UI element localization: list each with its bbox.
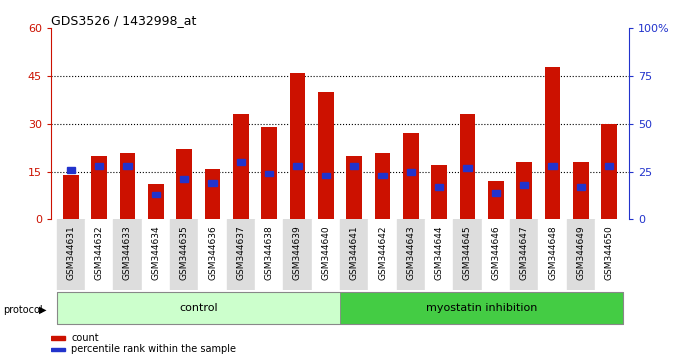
Bar	[595, 219, 624, 290]
Bar	[95, 163, 103, 169]
Bar	[170, 219, 199, 290]
Text: percentile rank within the sample: percentile rank within the sample	[71, 344, 236, 354]
Text: GSM344643: GSM344643	[407, 225, 415, 280]
Bar	[516, 162, 532, 219]
Bar	[205, 169, 220, 219]
Bar	[226, 219, 255, 290]
Text: GSM344634: GSM344634	[152, 225, 160, 280]
Bar	[566, 219, 595, 290]
Text: GSM344650: GSM344650	[605, 225, 613, 280]
Bar	[233, 114, 249, 219]
Text: GSM344642: GSM344642	[378, 225, 387, 280]
Bar	[293, 163, 302, 169]
Bar	[492, 190, 500, 195]
Bar	[425, 219, 454, 290]
Text: GSM344646: GSM344646	[492, 225, 500, 280]
Bar	[199, 219, 226, 290]
Bar	[265, 171, 273, 176]
Bar	[51, 336, 65, 340]
Text: GSM344635: GSM344635	[180, 225, 188, 280]
Text: GSM344638: GSM344638	[265, 225, 273, 280]
Text: GSM344649: GSM344649	[577, 225, 585, 280]
Bar	[396, 219, 425, 290]
Bar	[435, 184, 443, 190]
Text: GSM344632: GSM344632	[95, 225, 103, 280]
Text: GSM344641: GSM344641	[350, 225, 358, 280]
Bar	[573, 162, 589, 219]
Bar	[255, 219, 284, 290]
Text: GSM344633: GSM344633	[123, 225, 132, 280]
Bar	[340, 219, 369, 290]
Bar	[85, 219, 114, 290]
Bar	[520, 182, 528, 188]
Bar	[369, 219, 396, 290]
Bar	[350, 163, 358, 169]
Bar	[378, 173, 387, 178]
Bar	[548, 163, 557, 169]
Text: ▶: ▶	[39, 305, 47, 315]
Bar	[481, 219, 510, 290]
Bar	[148, 184, 164, 219]
Text: GSM344636: GSM344636	[208, 225, 217, 280]
Text: GSM344648: GSM344648	[548, 225, 557, 280]
Bar	[431, 165, 447, 219]
Text: GSM344637: GSM344637	[237, 225, 245, 280]
Bar	[407, 169, 415, 175]
Text: GSM344645: GSM344645	[463, 225, 472, 280]
Bar	[454, 219, 481, 290]
Bar	[460, 114, 475, 219]
Bar	[318, 92, 334, 219]
Bar	[346, 156, 362, 219]
Text: GSM344631: GSM344631	[67, 225, 75, 280]
Bar	[488, 181, 504, 219]
Bar	[180, 176, 188, 182]
Bar	[545, 67, 560, 219]
Bar	[120, 153, 135, 219]
Bar	[311, 219, 340, 290]
Text: myostatin inhibition: myostatin inhibition	[426, 303, 537, 313]
Bar	[601, 124, 617, 219]
Bar	[63, 175, 79, 219]
Bar	[237, 159, 245, 165]
Bar	[284, 219, 311, 290]
Text: GSM344644: GSM344644	[435, 225, 443, 280]
Bar	[322, 173, 330, 178]
Bar	[403, 133, 419, 219]
Bar	[261, 127, 277, 219]
Bar	[340, 292, 624, 324]
Bar	[605, 163, 613, 169]
Text: GSM344640: GSM344640	[322, 225, 330, 280]
Text: GSM344647: GSM344647	[520, 225, 528, 280]
Bar	[141, 219, 170, 290]
Bar	[577, 184, 585, 190]
Text: protocol: protocol	[3, 305, 43, 315]
Text: GSM344639: GSM344639	[293, 225, 302, 280]
Bar	[290, 73, 305, 219]
Bar	[67, 167, 75, 173]
Bar	[176, 149, 192, 219]
Bar	[539, 219, 566, 290]
Bar	[463, 165, 472, 171]
Bar	[152, 192, 160, 198]
Bar	[114, 219, 141, 290]
Text: control: control	[179, 303, 218, 313]
Bar	[375, 153, 390, 219]
Bar	[208, 180, 217, 186]
Bar	[123, 163, 132, 169]
Bar	[91, 156, 107, 219]
Bar	[51, 348, 65, 351]
Bar	[56, 292, 340, 324]
Text: count: count	[71, 333, 99, 343]
Text: GDS3526 / 1432998_at: GDS3526 / 1432998_at	[51, 14, 197, 27]
Bar	[510, 219, 539, 290]
Bar	[56, 219, 85, 290]
